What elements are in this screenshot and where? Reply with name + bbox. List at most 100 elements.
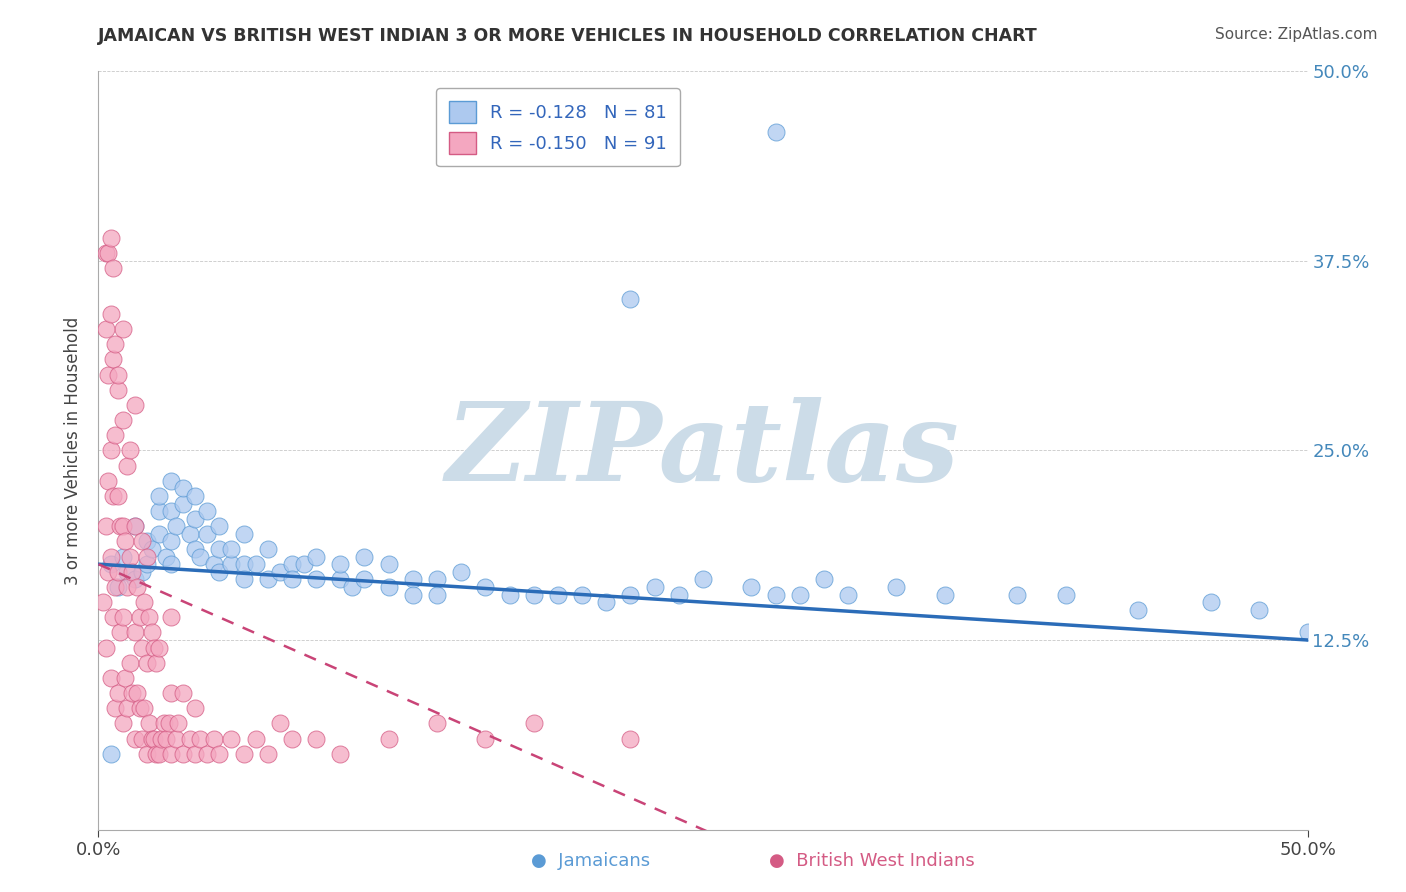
Point (111, 549, 134, 564)
Point (155, 731, 177, 746)
Point (342, 580, 364, 594)
Point (184, 512, 207, 526)
Point (232, 526, 254, 541)
Point (148, 526, 170, 541)
Point (172, 482, 194, 496)
Point (523, 588, 546, 602)
Point (172, 747, 194, 761)
Point (245, 557, 267, 572)
Point (100, 443, 122, 458)
Text: ZIPatlas: ZIPatlas (446, 397, 960, 504)
Point (111, 716, 134, 731)
Legend: R = -0.128   N = 81, R = -0.150   N = 91: R = -0.128 N = 81, R = -0.150 N = 91 (436, 88, 679, 166)
Point (402, 573, 425, 587)
Point (165, 519, 187, 533)
Point (208, 519, 231, 533)
Point (184, 701, 207, 715)
Point (221, 557, 243, 572)
Point (167, 716, 190, 731)
Point (135, 747, 157, 761)
Point (204, 557, 226, 572)
Point (329, 747, 352, 761)
Point (450, 565, 472, 579)
Point (668, 588, 690, 602)
Point (305, 573, 328, 587)
Point (127, 686, 149, 700)
Point (765, 588, 787, 602)
Point (184, 489, 207, 503)
Point (619, 588, 641, 602)
Point (148, 489, 170, 503)
Point (117, 701, 139, 715)
Point (150, 731, 173, 746)
Point (97, 368, 120, 382)
Point (100, 747, 122, 761)
Point (547, 588, 569, 602)
Point (329, 573, 352, 587)
Point (281, 731, 304, 746)
Point (135, 557, 157, 572)
Point (1128, 603, 1150, 617)
Point (100, 671, 122, 685)
Point (104, 580, 127, 594)
Point (104, 428, 127, 442)
Point (100, 231, 122, 245)
Point (104, 337, 127, 351)
Point (281, 573, 304, 587)
Point (474, 580, 496, 594)
Point (619, 292, 641, 306)
Point (195, 504, 218, 518)
Point (789, 588, 811, 602)
Point (179, 526, 201, 541)
Point (138, 610, 160, 624)
Point (256, 573, 278, 587)
Point (143, 731, 166, 746)
Point (160, 474, 183, 488)
Point (104, 701, 127, 715)
Point (619, 731, 641, 746)
Point (141, 625, 163, 640)
Point (474, 731, 496, 746)
Point (134, 595, 156, 609)
Point (107, 383, 129, 397)
Point (305, 731, 328, 746)
Text: ●  British West Indians: ● British West Indians (769, 852, 974, 870)
Point (160, 686, 183, 700)
Point (160, 534, 183, 549)
Point (353, 549, 375, 564)
Point (124, 573, 146, 587)
Point (101, 489, 124, 503)
Point (117, 565, 139, 579)
Point (426, 716, 449, 731)
Point (1007, 588, 1029, 602)
Point (141, 542, 163, 557)
Point (97, 246, 120, 260)
Point (813, 573, 835, 587)
Point (131, 534, 153, 549)
Point (138, 716, 160, 731)
Point (111, 322, 134, 336)
Point (118, 656, 141, 670)
Point (101, 352, 124, 367)
Point (402, 588, 425, 602)
Point (94, 640, 117, 655)
Point (111, 610, 134, 624)
Point (128, 701, 150, 715)
Point (135, 656, 157, 670)
Point (111, 413, 134, 427)
Point (152, 716, 174, 731)
Text: Source: ZipAtlas.com: Source: ZipAtlas.com (1215, 27, 1378, 42)
Point (208, 565, 231, 579)
Point (1199, 595, 1222, 609)
Point (1296, 625, 1319, 640)
Text: ●  Jamaicans: ● Jamaicans (531, 852, 650, 870)
Point (108, 625, 131, 640)
Point (837, 588, 859, 602)
Point (97, 565, 120, 579)
Point (571, 588, 593, 602)
Point (934, 588, 956, 602)
Point (1054, 588, 1077, 602)
Point (107, 368, 129, 382)
Point (160, 504, 183, 518)
Point (208, 747, 231, 761)
